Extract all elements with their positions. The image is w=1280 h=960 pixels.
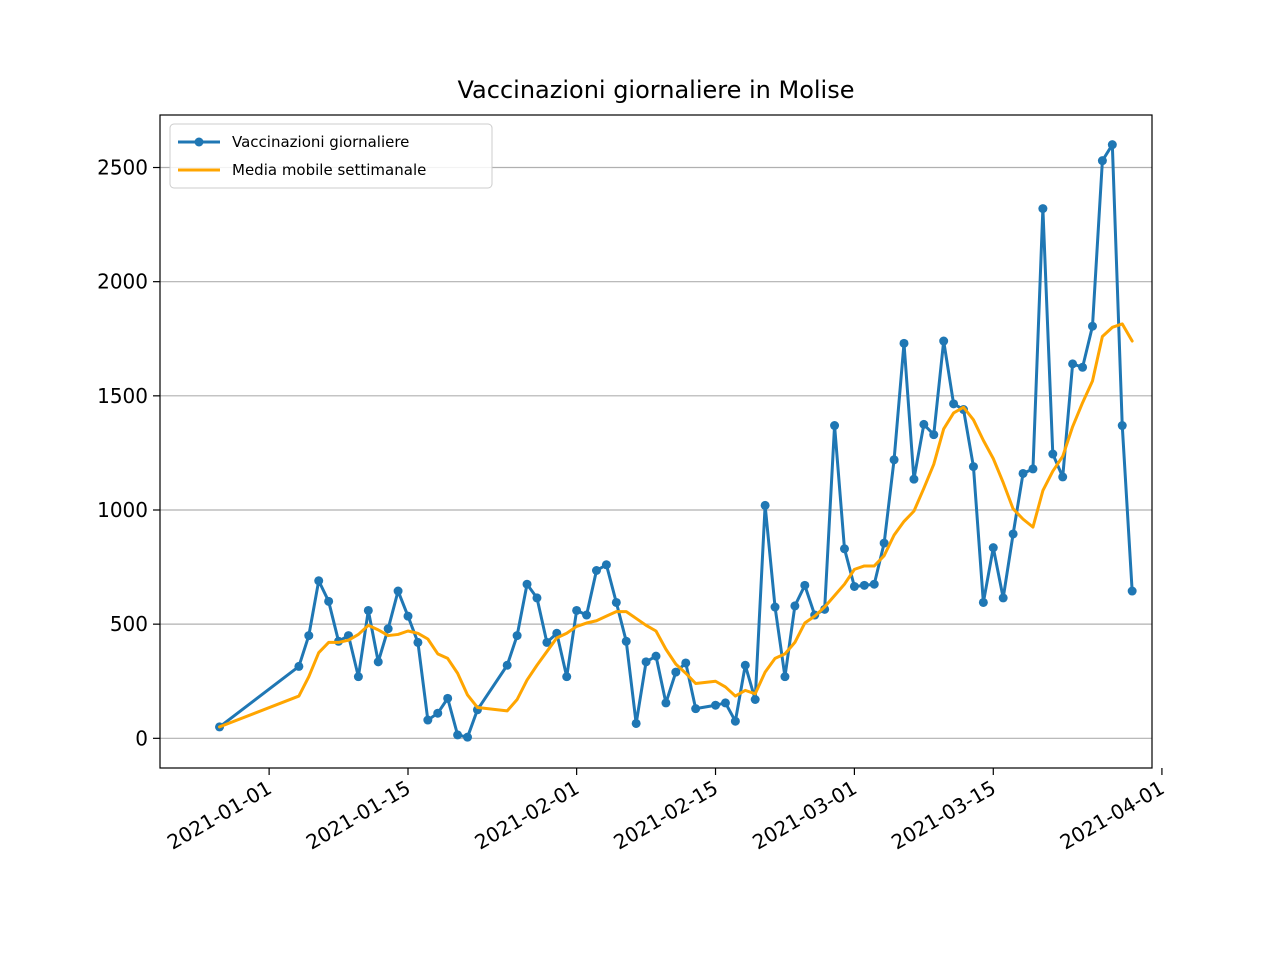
data-point	[621, 636, 631, 646]
data-point	[1008, 529, 1018, 539]
data-point	[453, 730, 463, 740]
y-tick-label: 0	[135, 726, 148, 750]
data-point	[651, 651, 661, 661]
chart-title: Vaccinazioni giornaliere in Molise	[458, 76, 855, 104]
data-point	[909, 474, 919, 484]
data-point	[849, 581, 859, 591]
series-moving-average	[218, 322, 1134, 729]
data-point	[1087, 321, 1097, 331]
data-point	[879, 538, 889, 548]
data-point	[780, 672, 790, 682]
data-point	[869, 579, 879, 589]
legend-box	[169, 123, 493, 189]
data-point	[740, 660, 750, 670]
data-point	[532, 593, 542, 603]
data-point	[750, 695, 760, 705]
y-tick-label: 2500	[97, 156, 148, 180]
data-point	[572, 605, 582, 615]
series-group	[215, 140, 1137, 742]
y-axis: 0 500 1000 1500 2000 2500	[97, 156, 160, 750]
data-point	[1058, 472, 1068, 482]
data-point	[889, 455, 899, 465]
data-point	[730, 716, 740, 726]
data-point	[1117, 421, 1127, 431]
data-point	[1048, 449, 1058, 459]
data-point	[611, 597, 621, 607]
data-point	[363, 605, 373, 615]
data-point	[929, 430, 939, 440]
y-grid	[160, 166, 1152, 739]
data-point	[324, 596, 334, 606]
data-point	[790, 601, 800, 611]
data-point	[383, 624, 393, 634]
data-point	[433, 708, 443, 718]
data-point	[294, 661, 304, 671]
data-point	[423, 715, 433, 725]
data-point	[512, 631, 522, 641]
data-point	[691, 704, 701, 714]
data-point	[353, 672, 363, 682]
data-point	[1028, 464, 1038, 474]
data-point	[542, 637, 552, 647]
data-point	[671, 667, 681, 677]
data-point	[591, 566, 601, 576]
data-point	[304, 631, 314, 641]
data-point	[839, 544, 849, 554]
data-point	[968, 462, 978, 472]
data-point	[978, 597, 988, 607]
data-point	[919, 419, 929, 429]
data-point	[1038, 204, 1048, 214]
legend: Vaccinazioni giornaliere Media mobile set…	[169, 123, 493, 189]
series-line	[218, 322, 1134, 729]
legend-label: Vaccinazioni giornaliere	[232, 133, 409, 151]
legend-label: Media mobile settimanale	[232, 161, 426, 179]
axes-background	[160, 115, 1152, 768]
data-point	[443, 693, 453, 703]
y-tick-label: 2000	[97, 270, 148, 294]
axes-frame	[159, 114, 1153, 769]
data-point	[899, 338, 909, 348]
data-point	[403, 611, 413, 621]
data-point	[859, 580, 869, 590]
y-tick-label: 500	[110, 612, 148, 636]
data-point	[562, 672, 572, 682]
data-point	[413, 637, 423, 647]
data-point	[1018, 468, 1028, 478]
data-point	[830, 421, 840, 431]
data-point	[1127, 586, 1137, 596]
data-point	[1068, 359, 1078, 369]
data-point	[601, 560, 611, 570]
data-point	[711, 700, 721, 710]
data-point	[1097, 156, 1107, 166]
y-tick-label: 1000	[97, 498, 148, 522]
legend-marker	[194, 137, 204, 147]
data-point	[631, 718, 641, 728]
data-point	[314, 576, 324, 586]
data-point	[760, 500, 770, 510]
y-tick-label: 1500	[97, 384, 148, 408]
data-point	[800, 580, 810, 590]
data-point	[681, 658, 691, 668]
data-point	[641, 657, 651, 667]
data-point	[393, 586, 403, 596]
data-point	[661, 698, 671, 708]
data-point	[1107, 140, 1117, 150]
data-point	[770, 602, 780, 612]
data-point	[502, 660, 512, 670]
data-point	[582, 610, 592, 620]
data-point	[998, 593, 1008, 603]
data-point	[720, 698, 730, 708]
data-point	[463, 732, 473, 742]
data-point	[522, 579, 532, 589]
data-point	[949, 399, 959, 409]
data-point	[373, 657, 383, 667]
data-point	[988, 543, 998, 553]
data-point	[939, 336, 949, 346]
data-point	[1078, 362, 1088, 372]
series-daily	[215, 140, 1137, 742]
